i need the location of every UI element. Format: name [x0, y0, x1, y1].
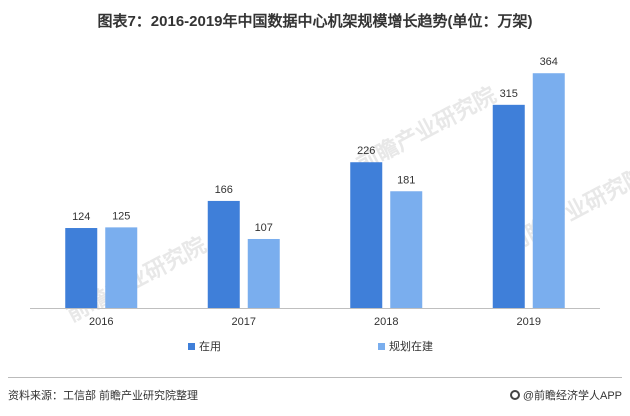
legend: 在用 规划在建 — [0, 338, 630, 358]
source-note: 资料来源：工信部 前瞻产业研究院整理 — [8, 390, 199, 402]
legend-swatch-in-use — [188, 342, 195, 350]
legend-item-in-use: 在用 — [188, 338, 221, 354]
bar-2019-s0 — [492, 104, 525, 308]
x-tick-label-2019: 2019 — [517, 316, 541, 328]
brand: @前瞻经济学人APP — [509, 387, 622, 403]
bar-2017-s1 — [247, 238, 280, 308]
bar-2016-s0 — [65, 228, 98, 308]
legend-label-planned: 规划在建 — [389, 341, 433, 353]
data-label-2018-s1: 181 — [397, 174, 415, 186]
x-tick-label-2016: 2016 — [89, 316, 113, 328]
legend-swatch-planned — [378, 342, 385, 350]
data-label-2017-s0: 166 — [215, 184, 233, 196]
bar-2017-s0 — [207, 200, 240, 308]
x-tick-label-2017: 2017 — [232, 316, 256, 328]
legend-item-planned: 规划在建 — [378, 338, 433, 354]
bar-2018-s1 — [390, 191, 423, 308]
data-label-2016-s0: 124 — [72, 211, 90, 223]
x-tick-label-2018: 2018 — [374, 316, 398, 328]
data-label-2018-s0: 226 — [357, 145, 375, 157]
footer-divider — [8, 377, 622, 378]
data-label-2016-s1: 125 — [112, 210, 130, 222]
chart-title: 图表7：2016-2019年中国数据中心机架规模增长趋势(单位：万架) — [97, 13, 533, 30]
data-label-2019-s0: 315 — [500, 88, 518, 100]
bar-2019-s1 — [532, 73, 565, 308]
brand-logo-icon — [509, 390, 520, 400]
bar-2018-s0 — [350, 162, 383, 308]
data-label-2017-s1: 107 — [255, 222, 273, 234]
data-label-2019-s1: 364 — [540, 56, 558, 68]
legend-label-in-use: 在用 — [199, 341, 221, 353]
bar-2016-s1 — [105, 227, 138, 308]
brand-label: @前瞻经济学人APP — [522, 390, 622, 402]
